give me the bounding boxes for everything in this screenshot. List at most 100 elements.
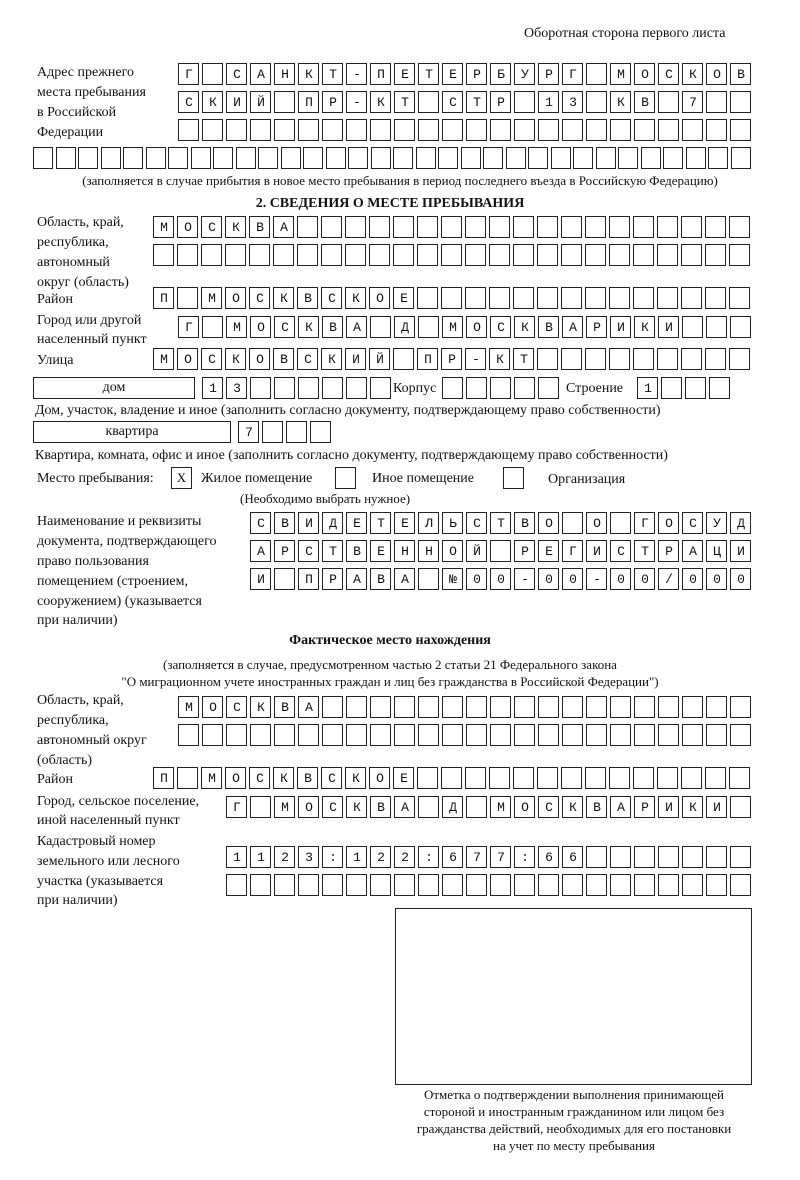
char-cell[interactable]: [442, 540, 463, 562]
char-cell[interactable]: [706, 874, 727, 896]
char-cell[interactable]: [346, 540, 367, 562]
char-cell[interactable]: [274, 796, 295, 818]
char-cell[interactable]: [177, 287, 198, 309]
char-cell[interactable]: [682, 874, 703, 896]
char-cell[interactable]: [633, 287, 654, 309]
char-cell[interactable]: [418, 846, 439, 868]
char-cell[interactable]: [466, 316, 487, 338]
char-cell[interactable]: [202, 63, 223, 85]
char-cell[interactable]: [298, 316, 319, 338]
char-cell[interactable]: [514, 316, 535, 338]
char-cell[interactable]: [322, 316, 343, 338]
char-cell[interactable]: [586, 91, 607, 113]
char-cell[interactable]: [490, 874, 511, 896]
char-cell[interactable]: [681, 216, 702, 238]
char-cell[interactable]: [658, 512, 679, 534]
char-cell[interactable]: [441, 216, 462, 238]
char-cell[interactable]: [418, 696, 439, 718]
char-cell[interactable]: [705, 244, 726, 266]
char-cell[interactable]: [226, 874, 247, 896]
char-cell[interactable]: [465, 767, 486, 789]
char-cell[interactable]: [321, 767, 342, 789]
char-cell[interactable]: [682, 91, 703, 113]
char-cell[interactable]: [729, 244, 750, 266]
char-cell[interactable]: [297, 767, 318, 789]
char-cell[interactable]: [706, 846, 727, 868]
char-cell[interactable]: [562, 568, 583, 590]
char-cell[interactable]: [33, 147, 53, 169]
char-cell[interactable]: [100, 147, 121, 169]
char-cell[interactable]: [706, 540, 727, 562]
char-cell[interactable]: [202, 724, 223, 746]
char-cell[interactable]: [168, 147, 188, 169]
char-cell[interactable]: [346, 724, 367, 746]
char-cell[interactable]: [730, 724, 751, 746]
char-cell[interactable]: [298, 63, 319, 85]
char-cell[interactable]: [658, 724, 679, 746]
char-cell[interactable]: [663, 147, 683, 169]
char-cell[interactable]: [298, 846, 319, 868]
char-cell[interactable]: [610, 796, 631, 818]
char-cell[interactable]: [466, 540, 487, 562]
char-cell[interactable]: [213, 147, 233, 169]
char-cell[interactable]: [466, 512, 487, 534]
char-cell[interactable]: [658, 568, 679, 590]
char-cell[interactable]: [514, 119, 535, 141]
char-cell[interactable]: [273, 287, 294, 309]
char-cell[interactable]: [685, 147, 706, 169]
char-cell[interactable]: [513, 244, 534, 266]
char-cell[interactable]: [322, 63, 343, 85]
char-cell[interactable]: [538, 316, 559, 338]
char-cell[interactable]: [394, 568, 415, 590]
char-cell[interactable]: [250, 796, 271, 818]
char-cell[interactable]: [585, 287, 606, 309]
char-cell[interactable]: [657, 287, 678, 309]
char-cell[interactable]: [298, 568, 319, 590]
char-cell[interactable]: [226, 846, 247, 868]
char-cell[interactable]: [682, 796, 703, 818]
char-cell[interactable]: [634, 724, 655, 746]
char-cell[interactable]: [393, 348, 414, 370]
char-cell[interactable]: [178, 696, 199, 718]
char-cell[interactable]: [514, 377, 535, 399]
char-cell[interactable]: [706, 796, 727, 818]
char-cell[interactable]: [274, 316, 295, 338]
char-cell[interactable]: [685, 377, 706, 399]
char-cell[interactable]: [322, 846, 343, 868]
char-cell[interactable]: [250, 540, 271, 562]
char-cell[interactable]: [537, 287, 558, 309]
char-cell[interactable]: [274, 63, 295, 85]
char-cell[interactable]: [460, 147, 481, 169]
char-cell[interactable]: [346, 874, 367, 896]
char-cell[interactable]: [661, 377, 682, 399]
char-cell[interactable]: [595, 147, 616, 169]
char-cell[interactable]: [658, 846, 679, 868]
char-cell[interactable]: [286, 421, 307, 443]
char-cell[interactable]: [466, 796, 487, 818]
char-cell[interactable]: [730, 846, 751, 868]
char-cell[interactable]: [346, 696, 367, 718]
char-cell[interactable]: [538, 846, 559, 868]
char-cell[interactable]: [178, 316, 199, 338]
char-cell[interactable]: [418, 796, 439, 818]
char-cell[interactable]: [730, 796, 751, 818]
char-cell[interactable]: [226, 377, 247, 399]
char-cell[interactable]: [705, 216, 726, 238]
char-cell[interactable]: [490, 696, 511, 718]
char-cell[interactable]: [609, 287, 630, 309]
char-cell[interactable]: [514, 540, 535, 562]
char-cell[interactable]: [466, 846, 487, 868]
char-cell[interactable]: [514, 796, 535, 818]
char-cell[interactable]: [202, 696, 223, 718]
char-cell[interactable]: [346, 377, 367, 399]
char-cell[interactable]: [274, 91, 295, 113]
char-cell[interactable]: [466, 724, 487, 746]
char-cell[interactable]: [634, 796, 655, 818]
char-cell[interactable]: [322, 874, 343, 896]
char-cell[interactable]: [562, 540, 583, 562]
char-cell[interactable]: [706, 568, 727, 590]
char-cell[interactable]: [538, 796, 559, 818]
char-cell[interactable]: [298, 377, 319, 399]
char-cell[interactable]: [153, 287, 174, 309]
char-cell[interactable]: [274, 119, 295, 141]
